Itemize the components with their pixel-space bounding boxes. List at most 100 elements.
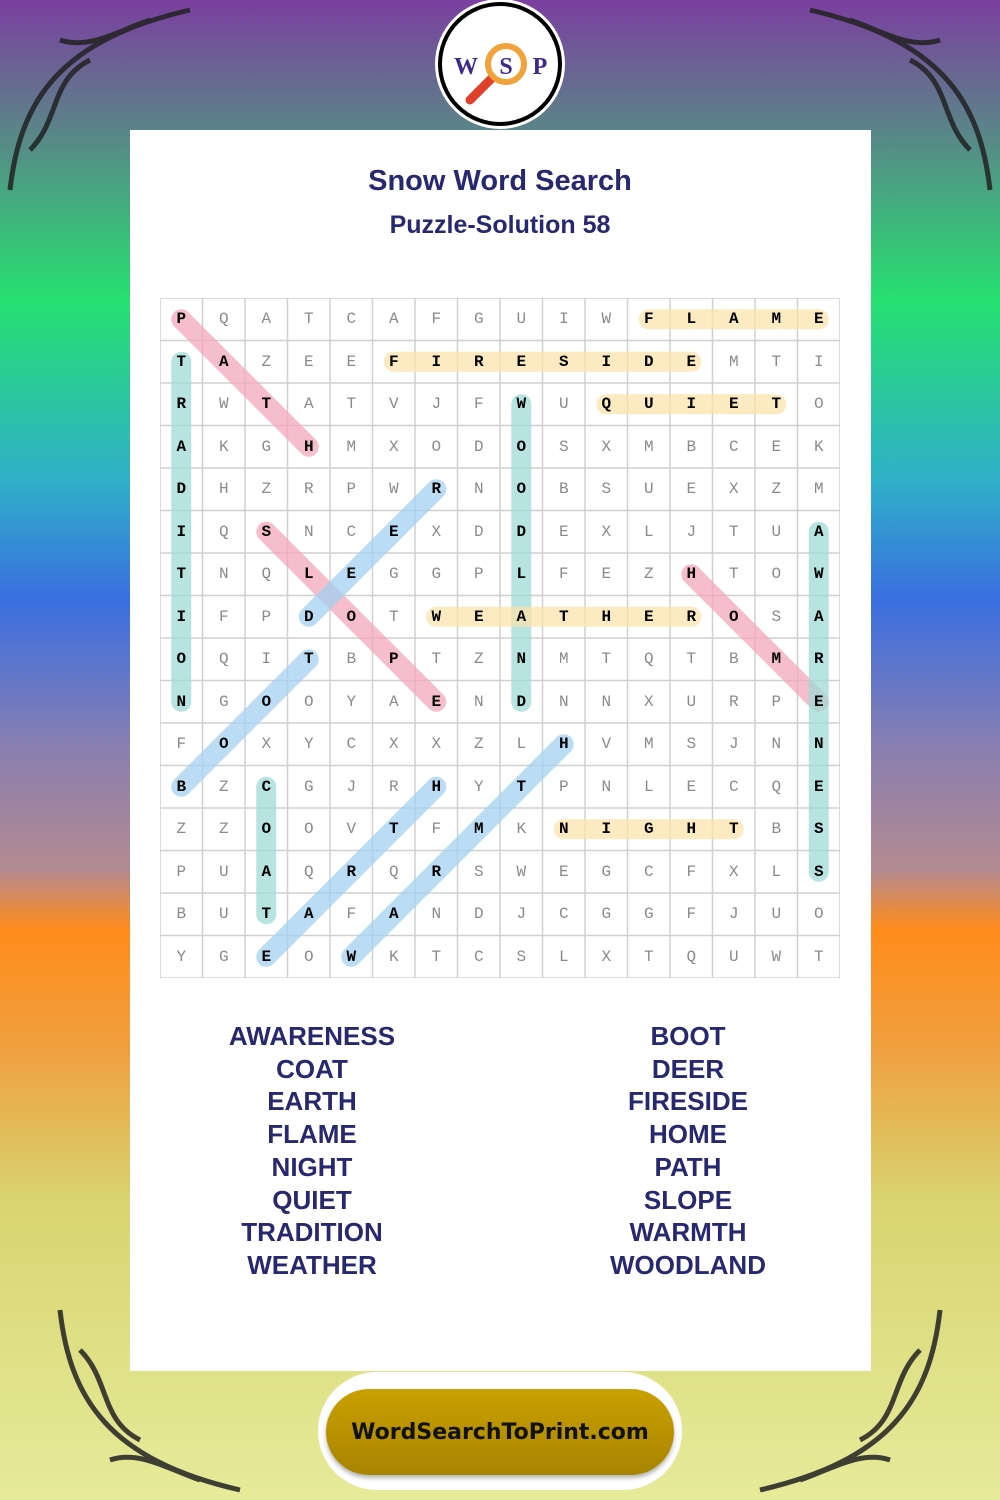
grid-cell: O	[431, 437, 442, 456]
grid-cell: F	[643, 310, 654, 329]
grid-cell: M	[558, 650, 569, 669]
grid-cell: H	[558, 735, 569, 754]
grid-cell: W	[431, 607, 442, 626]
grid-cell: D	[473, 437, 484, 456]
grid-cell: J	[728, 735, 739, 754]
grid-cell: U	[728, 947, 739, 966]
grid-cell: D	[176, 480, 187, 499]
grid-cell: S	[686, 735, 697, 754]
grid-cell: A	[728, 310, 739, 329]
svg-text:P: P	[533, 54, 548, 80]
grid-cell: K	[813, 437, 824, 456]
grid-cell: N	[473, 480, 484, 499]
grid-cell: T	[431, 947, 442, 966]
grid-cell: O	[303, 820, 314, 839]
grid-cell: M	[643, 437, 654, 456]
corner-ornament	[809, 7, 993, 191]
grid-cell: T	[261, 395, 272, 414]
grid-cell: D	[516, 692, 527, 711]
word-item: FIRESIDE	[628, 1086, 748, 1117]
grid-cell: Q	[601, 395, 612, 414]
grid-cell: T	[303, 310, 314, 329]
grid-cell: B	[558, 480, 569, 499]
grid-cell: F	[218, 607, 229, 626]
grid-cell: T	[516, 777, 527, 796]
grid-cell: S	[473, 862, 484, 881]
grid-cell: T	[771, 395, 782, 414]
grid-cell: Z	[771, 480, 782, 499]
grid-cell: X	[601, 947, 612, 966]
grid-cell: W	[388, 480, 399, 499]
page-subtitle: Puzzle-Solution 58	[389, 211, 611, 239]
grid-cell: R	[346, 862, 357, 881]
site-link[interactable]: WordSearchToPrint.com	[326, 1389, 674, 1475]
highlight-slope	[256, 521, 447, 712]
grid-cell: E	[643, 607, 654, 626]
word-item: DEER	[651, 1053, 725, 1084]
word-item: AWARENESS	[228, 1021, 396, 1051]
grid-cell: I	[431, 352, 442, 371]
grid-cell: G	[601, 862, 612, 881]
grid-cell: Z	[261, 352, 272, 371]
grid-cell: P	[558, 777, 569, 796]
grid-cell: T	[728, 565, 739, 584]
grid-cell: P	[176, 310, 187, 329]
grid-cell: T	[728, 522, 739, 541]
highlight-warmth	[341, 734, 574, 967]
grid-cell: A	[813, 522, 824, 541]
word-item: FLAME	[267, 1119, 357, 1150]
grid-cell: M	[771, 650, 782, 669]
grid-cell: A	[516, 607, 527, 626]
grid-cell: F	[431, 820, 442, 839]
grid-cell: C	[558, 905, 569, 924]
grid-cell: G	[218, 692, 229, 711]
grid-cell: D	[473, 522, 484, 541]
grid-cell: X	[643, 692, 654, 711]
grid-cell: I	[176, 607, 187, 626]
grid-cell: U	[686, 692, 697, 711]
grid-cell: Y	[303, 735, 314, 754]
grid-cell: R	[431, 480, 442, 499]
word-item: NIGHT	[271, 1151, 353, 1182]
grid-cell: Q	[303, 862, 314, 881]
grid-cell: A	[261, 862, 272, 881]
word-item: COAT	[276, 1053, 348, 1084]
grid-cell: Y	[176, 947, 187, 966]
logo[interactable]: W S P	[438, 2, 562, 126]
grid-cell: N	[601, 777, 612, 796]
grid-cell: K	[218, 437, 229, 456]
grid-cell: M	[771, 310, 782, 329]
grid-cell: N	[516, 650, 527, 669]
grid-cell: O	[303, 947, 314, 966]
grid-cell: K	[388, 947, 399, 966]
grid-cell: J	[686, 522, 697, 541]
word-item: PATH	[654, 1151, 722, 1182]
grid-cell: T	[601, 650, 612, 669]
grid-cell: Q	[388, 862, 399, 881]
grid-cell: U	[218, 862, 229, 881]
grid-cell: O	[516, 480, 527, 499]
grid-cell: E	[728, 395, 739, 414]
grid-cell: F	[176, 735, 187, 754]
grid-cell: Q	[218, 650, 229, 669]
grid-cell: N	[176, 692, 187, 711]
grid-cell: G	[473, 310, 484, 329]
grid-cell: Y	[346, 692, 357, 711]
grid-cell: M	[346, 437, 357, 456]
grid-cell: E	[346, 565, 357, 584]
grid-cell: L	[303, 565, 314, 584]
grid-cell: C	[643, 862, 654, 881]
grid-cell: W	[771, 947, 782, 966]
corner-ornament	[57, 1309, 241, 1493]
grid-cell: P	[388, 650, 399, 669]
grid-cell: E	[303, 352, 314, 371]
grid-cell: M	[728, 352, 739, 371]
grid-cell: P	[346, 480, 357, 499]
grid-cell: L	[558, 947, 569, 966]
grid-cell: Z	[643, 565, 654, 584]
grid-cell: S	[813, 820, 824, 839]
grid-cell: X	[601, 437, 612, 456]
grid-cell: G	[643, 905, 654, 924]
grid-cell: B	[346, 650, 357, 669]
grid-cell: G	[643, 820, 654, 839]
